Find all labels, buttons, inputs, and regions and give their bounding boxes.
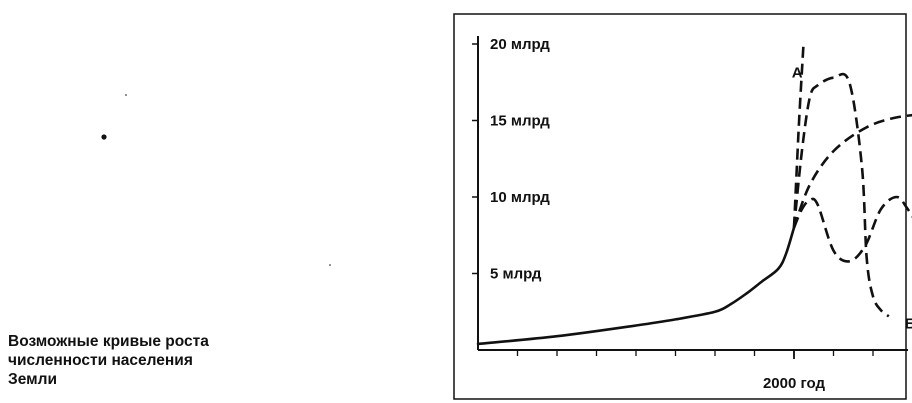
series-line-Г bbox=[792, 195, 912, 263]
y-tick-label: 5 млрд bbox=[490, 266, 542, 283]
series-label-А: А bbox=[792, 64, 803, 81]
y-tick-label: 15 млрд bbox=[490, 113, 550, 130]
y-tick-label: 20 млрд bbox=[490, 36, 550, 53]
series-label-Б: Б bbox=[905, 315, 912, 332]
series-line-В bbox=[792, 113, 912, 229]
caption-line-3: Земли bbox=[8, 371, 57, 388]
chart-axes bbox=[477, 36, 908, 351]
scan-speck bbox=[101, 134, 107, 140]
scan-speck bbox=[329, 264, 331, 266]
chart-frame bbox=[453, 13, 907, 400]
series-line-Б bbox=[792, 72, 890, 318]
scan-speck bbox=[125, 94, 127, 96]
y-tick-label: 10 млрд bbox=[490, 189, 550, 206]
caption-line-1: Возможные кривые роста bbox=[8, 333, 209, 350]
chart-lines bbox=[476, 43, 912, 346]
caption-line-2: численности населения bbox=[8, 352, 193, 369]
chart-ticks bbox=[472, 43, 874, 359]
x-tick-label: 2000 год bbox=[763, 375, 826, 392]
figure-caption: Возможные кривые роста численности насел… bbox=[8, 332, 308, 389]
base-curve bbox=[476, 226, 796, 346]
